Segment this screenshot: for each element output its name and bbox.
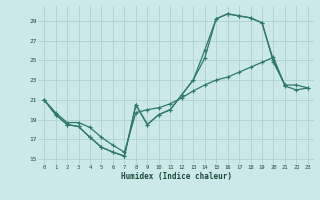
X-axis label: Humidex (Indice chaleur): Humidex (Indice chaleur): [121, 172, 231, 181]
